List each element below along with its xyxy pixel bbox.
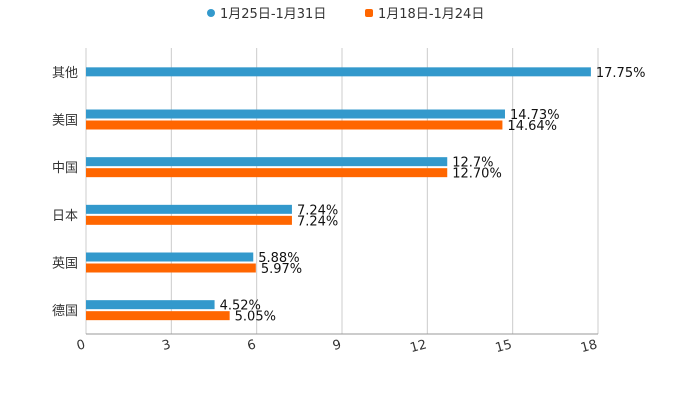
data-label: 7.24% (297, 214, 338, 229)
category-label: 德国 (52, 304, 78, 319)
bar-series2[interactable] (86, 263, 256, 273)
data-label: 12.70% (452, 167, 502, 182)
legend-marker-dot-icon[interactable] (207, 9, 215, 17)
data-label: 4.52% (220, 299, 261, 314)
gridlines (85, 48, 599, 334)
x-tick-label: 18 (579, 337, 599, 356)
bar-series1[interactable] (86, 252, 254, 262)
bar-series2[interactable] (86, 168, 448, 178)
bar-series2[interactable] (86, 120, 503, 130)
data-label: 5.05% (235, 310, 276, 325)
x-tick-label: 0 (75, 337, 87, 354)
bar-series2[interactable] (86, 311, 230, 321)
legend-label-series2[interactable]: 1月18日-1月24日 (378, 7, 484, 22)
category-label: 中国 (52, 161, 78, 176)
x-tick-label: 9 (331, 337, 343, 354)
data-label: 14.64% (507, 119, 557, 134)
bar-series1[interactable] (86, 109, 505, 119)
category-label: 英国 (52, 257, 78, 272)
data-label: 5.88% (258, 251, 299, 266)
x-tick-label: 15 (494, 337, 514, 356)
legend: 1月25日-1月31日 1月18日-1月24日 (207, 7, 484, 22)
x-tick-label: 12 (409, 337, 429, 356)
data-label: 7.24% (297, 203, 338, 218)
bar-series1[interactable] (86, 300, 215, 310)
bar-series2[interactable] (86, 215, 292, 225)
labels: 其他 17.75% 美国 14.73%14.64% 中国 12.7%12.70% 日本 7.2… (52, 66, 645, 325)
data-label: 14.73% (510, 108, 560, 123)
x-tick-label: 6 (246, 337, 258, 354)
bars (86, 67, 591, 321)
legend-label-series1[interactable]: 1月25日-1月31日 (220, 7, 326, 22)
legend-marker-square-icon[interactable] (365, 9, 373, 17)
data-label: 12.7% (452, 156, 493, 171)
data-label: 5.97% (261, 262, 302, 277)
category-label: 日本 (52, 209, 78, 224)
category-label: 其他 (52, 66, 78, 81)
bar-series1[interactable] (86, 204, 292, 214)
bar-series1[interactable] (86, 67, 591, 77)
bar-series1[interactable] (86, 157, 448, 167)
data-label: 17.75% (596, 66, 646, 81)
axes: 0 3 6 9 12 15 18 (75, 333, 599, 356)
x-tick-label: 3 (160, 337, 172, 354)
category-label: 美国 (52, 114, 78, 129)
